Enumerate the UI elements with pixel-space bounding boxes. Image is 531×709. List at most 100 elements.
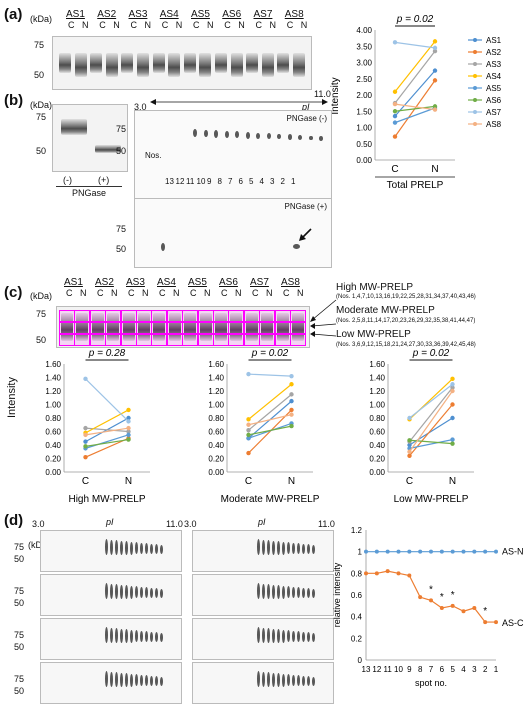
blot-a-lane [74,53,87,77]
data-point-AS1 [407,442,412,448]
panel-a-sample-1: AS1 [66,9,85,20]
spot-13 [193,129,197,137]
legend-marker-AS1 [473,38,477,42]
gel-spot [312,588,315,598]
spot-number-3: 3 [270,177,275,186]
quant-box [105,334,122,346]
data-point-AS-N [461,549,466,554]
gel-spot [307,632,310,642]
x-tick-label: N [288,476,295,487]
low-mw-chart: 0.00 0.20 0.40 0.60 0.80 1.00 1.20 1.40 1.60 C Np … [369,348,474,505]
panel-c-lane-n-1: N [80,288,87,298]
quant-box [105,310,122,322]
panel-d-relative-intensity-chart: 00.20.40.60.811.213 12 11 10 9 8 7 6 5 4 3 2 1** **AS… [332,526,524,688]
y-tick-label: 0.4 [351,613,363,622]
spot-number-1: 1 [291,177,296,186]
gel-spot [287,630,290,643]
spot-7 [256,132,260,139]
x-tick-label: 8 [418,665,423,674]
panel-a-lane-c-3: C [130,20,138,30]
y-tick-label: 1.00 [369,401,385,410]
quant-box [151,310,168,322]
quant-box [228,322,245,334]
gel-spot [307,588,310,598]
gel-spot [145,631,148,643]
series-label-as-c: AS-C [502,618,524,628]
quant-box [197,334,214,346]
quant-box [274,334,291,346]
panel-a-lane-c-5: C [193,20,200,30]
data-point-AS3 [450,385,455,390]
y-tick-label: 0.20 [45,455,61,464]
quant-box [74,322,91,334]
gel-spot [140,542,143,555]
y-tick-label: 4.00 [356,26,372,35]
panel-c-sample-2: AS2 [95,277,114,288]
legend-label-AS5: AS5 [486,84,502,93]
gel-spot [302,587,305,599]
spot-number-6: 6 [238,177,243,186]
panel-a-sample-7: AS7 [253,9,273,20]
data-point-AS-N [374,549,379,554]
data-point-AS-N [439,549,444,554]
quant-box [120,322,137,334]
panel-a-lane-n-2: N [113,20,120,30]
x-tick-label: 6 [440,665,445,674]
gel-spot [282,629,285,643]
data-point-AS3 [126,429,131,434]
gel-spot [257,583,260,599]
y-tick-label: 0.40 [369,441,385,450]
gel-spot [272,628,275,643]
gel-spot [155,588,158,598]
chart-a-xlabel: Total PRELP [387,180,444,191]
y-tick-label: 1.40 [369,374,385,383]
gel-spot [297,587,300,599]
gel-spot [312,544,315,554]
gel-spot [292,630,295,643]
gel-spot [262,539,265,555]
data-point-AS7 [289,373,294,379]
y-tick-label: 0.80 [208,414,224,423]
series-line-AS4 [394,41,436,93]
quant-box [120,310,137,322]
series-line-AS4 [248,383,292,420]
data-point-AS-N [450,549,455,554]
p-value: p = 0.02 [251,348,289,359]
panel-d-gel [40,530,182,572]
quant-box [151,334,168,346]
panel-d-gel [192,574,334,616]
panel-c-callout-arrows [310,299,337,337]
data-point-AS-C [429,598,433,603]
gel-spot [307,676,310,686]
gel-spot [130,629,133,643]
x-tick-label: 2 [483,665,488,674]
panel-a-western-blot [52,36,312,90]
gel-spot [307,544,310,554]
y-tick-label: 1.60 [369,360,385,369]
data-point-AS-C [407,573,412,578]
significance-star: * [440,592,444,603]
legend-label-AS3: AS3 [486,60,502,69]
moderate-mw-nos: (Nos. 2,5,8,11,14,17,20,23,26,29,32,35,3… [336,318,476,324]
data-point-AS5 [246,436,251,441]
panel-a-lane-n-7: N [269,20,277,30]
gel-spot [125,541,128,555]
quant-box [89,310,106,322]
gel-spot [110,671,113,687]
panel-b-mw-75: 75 [36,112,47,122]
gel-spot [135,586,138,599]
data-point-AS-N [385,549,390,554]
data-point-AS6 [246,432,251,438]
panel-c-sample-1: AS1 [64,277,83,288]
chart-c-xlabel: High MW-PRELP [68,494,145,505]
y-tick-label: 0.8 [351,569,363,578]
data-point-AS6 [83,444,88,449]
gel-spot [125,629,128,643]
quant-box [59,310,75,322]
data-point-AS6 [289,423,294,429]
data-point-AS2 [246,450,251,456]
panel-d-mw-50: 50 [14,554,25,564]
data-point-AS-C [364,571,368,576]
panel-b-kda: (kDa) [30,100,52,110]
chart-a-ylabel: Intensity [330,77,341,114]
